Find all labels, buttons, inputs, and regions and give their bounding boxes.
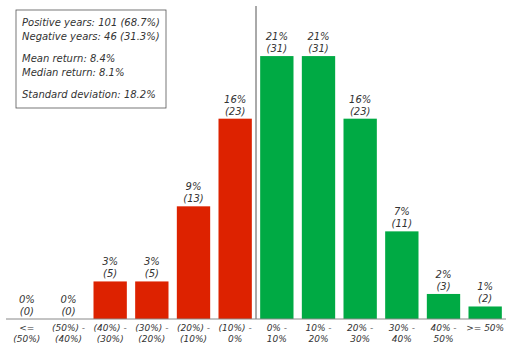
value-label: 3% (144, 256, 160, 267)
bar (94, 281, 127, 319)
value-label: 16% (349, 94, 371, 105)
annotation-line: Standard deviation: 18.2% (22, 89, 156, 100)
x-tick-label: 30% -40% (389, 323, 415, 344)
count-label: (5) (103, 268, 117, 279)
annotation-line: Mean return: 8.4% (22, 53, 115, 64)
x-tick-label: (20%) -(10%) (177, 323, 210, 344)
count-label: (13) (183, 193, 204, 204)
value-label: 16% (224, 94, 246, 105)
count-label: (5) (145, 268, 159, 279)
count-label: (23) (225, 106, 246, 117)
chart: (0)0%(0)0%(5)3%(5)3%(13)9%(23)16%(31)21%… (0, 0, 512, 351)
x-tick-label: 10% -20% (305, 323, 331, 344)
count-label: (23) (350, 106, 371, 117)
count-label: (3) (436, 281, 450, 292)
value-label: 3% (102, 256, 118, 267)
bar (260, 56, 293, 319)
annotation: Positive years: 101 (68.7%) Negative year… (16, 10, 166, 108)
bar (427, 294, 460, 319)
x-tick-label: (10%) -0% (219, 323, 252, 344)
count-label: (2) (478, 293, 492, 304)
value-label: 9% (186, 181, 202, 192)
bar (135, 281, 168, 319)
value-label: 7% (394, 206, 410, 217)
count-label: (11) (392, 218, 413, 229)
value-label: 0% (19, 294, 35, 305)
count-label: (0) (61, 306, 75, 317)
x-tick-label: (50%) -(40%) (52, 323, 85, 344)
bar (385, 231, 418, 319)
annotation-line: Median return: 8.1% (22, 67, 124, 78)
divider (256, 6, 257, 319)
value-label: 1% (477, 281, 493, 292)
bar (302, 56, 335, 319)
count-label: (0) (20, 306, 34, 317)
value-label: 21% (266, 31, 288, 42)
count-label: (31) (267, 43, 288, 54)
bar (469, 306, 502, 319)
x-ticks: <=(50%) (50%) -(40%) (40%) -(30%) (30%) -(2… (13, 323, 504, 344)
bar (219, 119, 252, 319)
annotation-box (16, 10, 166, 108)
bar (177, 206, 210, 319)
x-tick-label: >= 50% (466, 323, 504, 333)
x-tick-label: 20% -30% (347, 323, 373, 344)
bar (344, 119, 377, 319)
x-tick-label: <=(50%) (13, 323, 40, 344)
count-label: (31) (308, 43, 329, 54)
data-labels: (0)0%(0)0%(5)3%(5)3%(13)9%(23)16%(31)21%… (19, 31, 493, 317)
x-tick-label: (30%) -(20%) (135, 323, 168, 344)
value-label: 2% (436, 269, 452, 280)
annotation-line: Negative years: 46 (31.3%) (22, 31, 160, 42)
value-label: 21% (307, 31, 329, 42)
x-tick-label: 40% -50% (430, 323, 456, 344)
x-tick-label: 0% -10% (267, 323, 287, 344)
x-axis-line (6, 319, 506, 320)
x-tick-label: (40%) -(30%) (94, 323, 127, 344)
value-label: 0% (61, 294, 77, 305)
annotation-line: Positive years: 101 (68.7%) (22, 17, 160, 28)
